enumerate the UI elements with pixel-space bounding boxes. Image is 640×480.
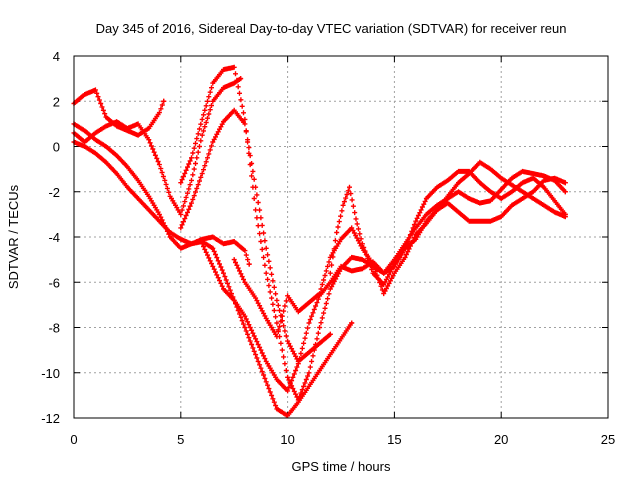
y-tick-label: -12: [41, 411, 60, 426]
y-tick-label: -4: [48, 230, 60, 245]
series-points: [71, 121, 252, 267]
data-series: [71, 121, 252, 267]
x-tick-label: 15: [387, 432, 401, 447]
data-series: [327, 159, 568, 287]
x-tick-label: 0: [70, 432, 77, 447]
series-points: [71, 139, 355, 419]
data-point: [161, 98, 167, 104]
x-axis-label: GPS time / hours: [292, 459, 391, 474]
data-points: [71, 64, 568, 419]
data-point: [562, 180, 568, 186]
y-tick-label: -10: [41, 366, 60, 381]
x-tick-label: 10: [280, 432, 294, 447]
plot-frame: [73, 55, 609, 419]
x-tick-label: 25: [601, 432, 615, 447]
y-tick-label: -6: [48, 275, 60, 290]
data-point: [246, 261, 252, 267]
data-point: [562, 214, 568, 220]
y-tick-label: 2: [53, 94, 60, 109]
data-point: [238, 76, 244, 82]
x-tick-label: 20: [494, 432, 508, 447]
y-axis-label: SDTVAR / TECUs: [6, 184, 21, 289]
data-point: [562, 189, 568, 195]
y-tick-label: 4: [53, 49, 60, 64]
data-point: [349, 320, 355, 326]
y-tick-label: 0: [53, 140, 60, 155]
data-point: [327, 331, 333, 337]
chart-title: Day 345 of 2016, Sidereal Day-to-day VTE…: [96, 21, 567, 36]
y-tick-label: -8: [48, 321, 60, 336]
data-series: [71, 139, 355, 419]
series-points: [327, 159, 568, 287]
y-tick-label: -2: [48, 185, 60, 200]
x-tick-label: 5: [177, 432, 184, 447]
